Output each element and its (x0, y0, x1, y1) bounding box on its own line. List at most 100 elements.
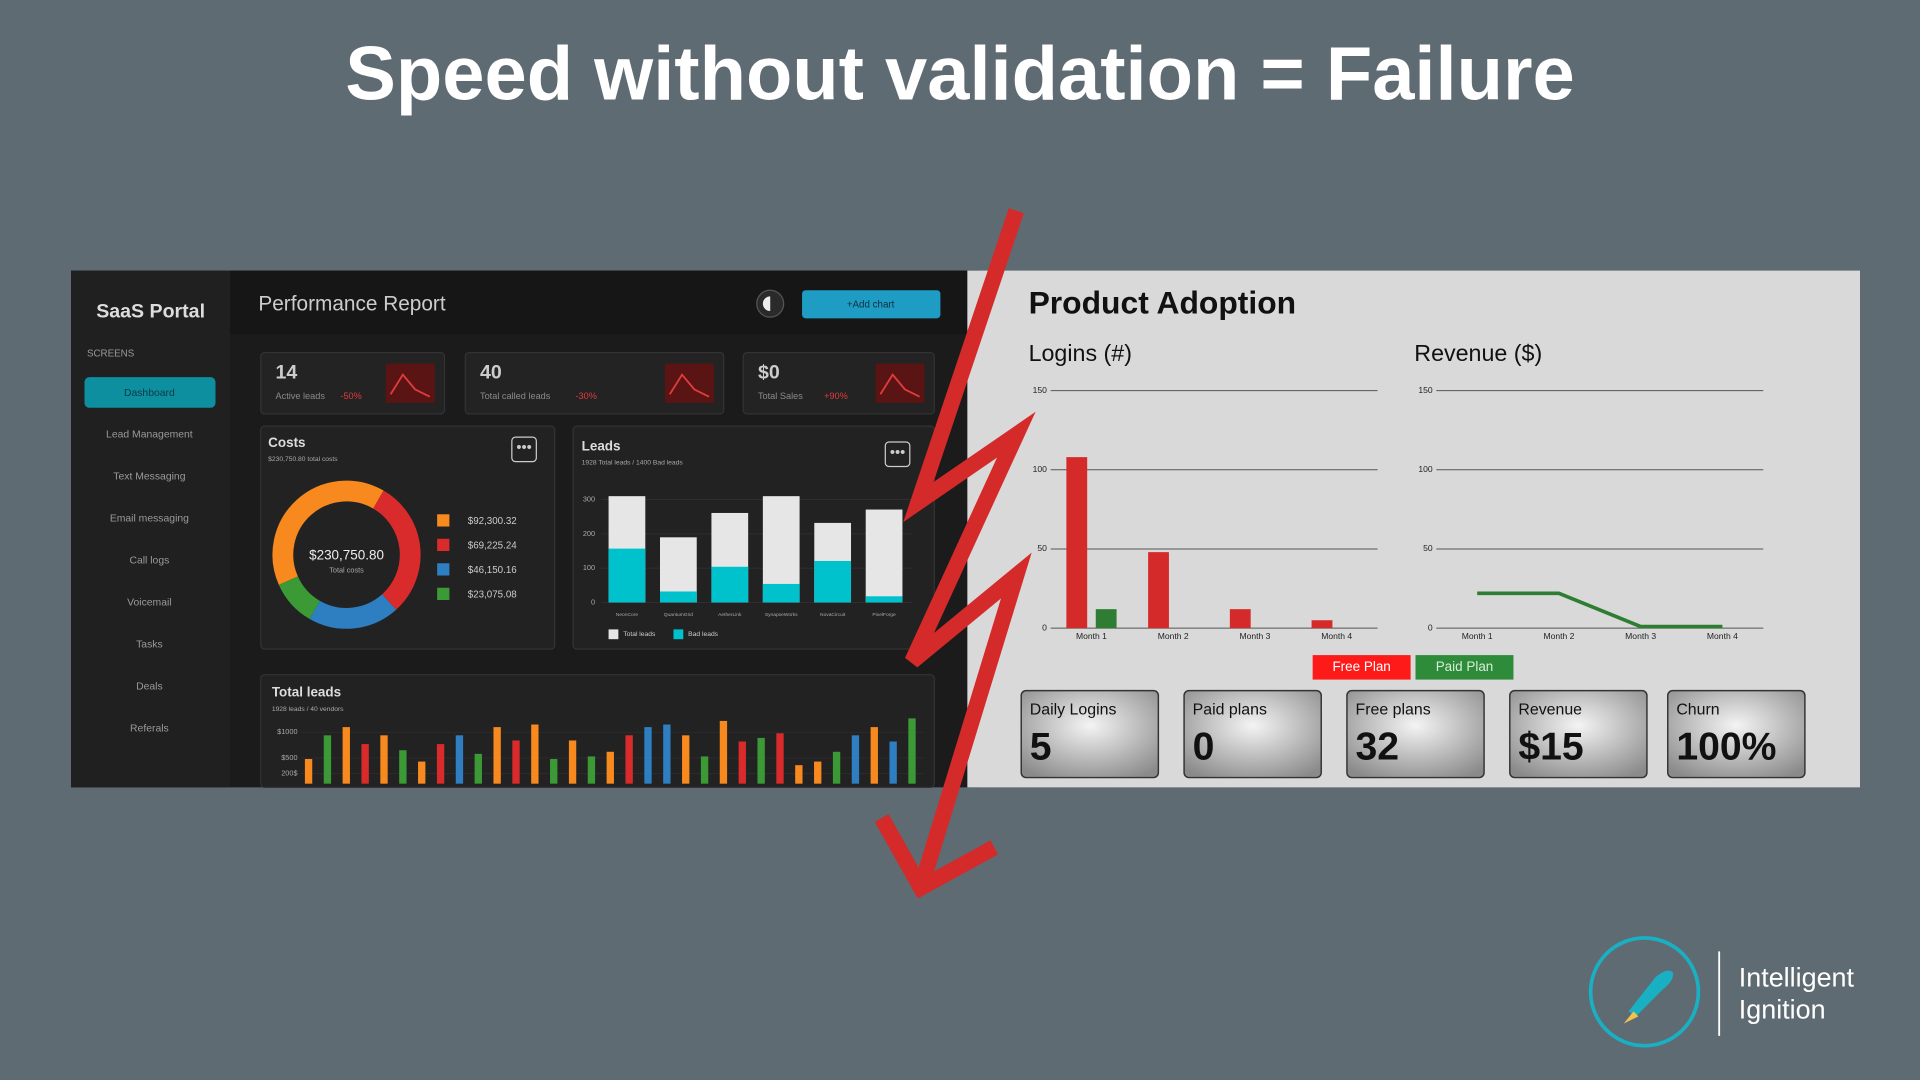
bar (418, 761, 426, 784)
y-tick-label: 50 (1423, 543, 1433, 553)
total-leads-panel (260, 674, 935, 788)
bar (776, 733, 784, 784)
nav-item[interactable]: Lead Management (106, 429, 193, 440)
bar (738, 741, 746, 784)
metric-label: Paid plans (1193, 701, 1267, 718)
donut-segment (309, 594, 397, 629)
menu-dots: ••• (516, 440, 531, 456)
y-tick-label: 300 (583, 495, 595, 504)
y-tick-label: $1000 (277, 727, 297, 736)
bar (474, 753, 482, 784)
y-tick-label: 200 (583, 529, 595, 538)
x-tick-label: SynapseWorks (765, 612, 798, 618)
panel-title: Total leads (272, 685, 341, 700)
bar (512, 740, 520, 784)
metric-value: $15 (1518, 726, 1583, 769)
kpi-value: $0 (758, 362, 780, 384)
y-tick-label: 0 (591, 597, 595, 606)
y-tick-label: 150 (1033, 385, 1048, 395)
x-tick-label: AetherLink (718, 612, 742, 618)
y-tick-label: $500 (281, 753, 297, 762)
bar (550, 758, 558, 784)
bar (865, 596, 903, 603)
menu-dots: ••• (890, 445, 905, 461)
bar (1095, 609, 1117, 629)
bar (455, 735, 464, 784)
sparkline (389, 373, 431, 398)
legend-label: Paid Plan (1436, 659, 1494, 674)
add-chart-button[interactable] (802, 290, 941, 319)
menu-button[interactable] (511, 436, 537, 463)
bar (1148, 552, 1169, 629)
bar (814, 560, 852, 603)
panel-title: Product Adoption (1029, 284, 1297, 320)
kpi-card (464, 352, 725, 415)
nav-item[interactable]: Text Messaging (113, 471, 185, 482)
kpi-value: 40 (480, 362, 502, 384)
nav-item[interactable]: Dashboard (124, 388, 175, 399)
legend-label: Total leads (623, 631, 656, 638)
section-label: SCREENS (87, 348, 135, 359)
legend-value: $69,225.24 (468, 541, 518, 552)
kpi-change: -30% (576, 391, 597, 401)
y-tick-label: 100 (1033, 464, 1048, 474)
bar (380, 735, 388, 784)
bar (323, 735, 332, 784)
logo-ring (1588, 936, 1701, 1048)
bar (660, 591, 697, 603)
legend-swatch (1312, 655, 1411, 680)
bar (587, 756, 596, 784)
lightning-arrow (874, 208, 1036, 899)
chart-title: Logins (#) (1029, 340, 1132, 366)
nav-item[interactable]: Call logs (129, 555, 169, 566)
x-tick-label: Month 2 (1158, 631, 1189, 641)
bar (832, 751, 841, 784)
bar (908, 718, 916, 784)
nav-item[interactable]: Email messaging (110, 513, 189, 524)
logo-flame (1623, 1011, 1639, 1024)
metric-label: Daily Logins (1030, 701, 1117, 718)
bar (865, 509, 903, 603)
arrow-head (874, 814, 999, 899)
kpi-label: Active leads (276, 391, 326, 401)
nav-item[interactable]: Voicemail (127, 597, 171, 608)
nav-item[interactable]: Deals (136, 681, 163, 692)
bar (870, 727, 878, 784)
content: Speed without validation = Failure SaaS P… (71, 32, 1860, 788)
page-title: Performance Report (258, 292, 445, 315)
menu-button[interactable] (884, 441, 911, 468)
bar (663, 724, 671, 784)
legend-swatch (673, 629, 684, 640)
bar (762, 583, 800, 603)
x-tick-label: Month 4 (1321, 631, 1352, 641)
panel-subtitle: $230,750.80 total costs (268, 456, 338, 463)
panel-subtitle: 1928 leads / 40 vendors (272, 706, 344, 713)
bar (399, 750, 407, 784)
y-tick-label: 200$ (281, 768, 297, 777)
nav-item[interactable]: Tasks (136, 639, 163, 650)
nav-item[interactable]: Referals (130, 723, 169, 734)
bar (531, 724, 539, 784)
nav-active (84, 377, 216, 408)
y-tick-label: 0 (1428, 622, 1433, 632)
metric-value: 100% (1676, 726, 1776, 769)
legend-swatch (608, 629, 619, 640)
panel-title: Costs (268, 435, 305, 450)
bar (795, 765, 803, 784)
y-tick-label: 0 (1042, 622, 1047, 632)
metric-value: 0 (1193, 726, 1215, 769)
line (1477, 591, 1723, 629)
sparkline (669, 373, 710, 398)
metric-card (1346, 689, 1485, 779)
x-tick-label: Month 3 (1239, 631, 1270, 641)
bar (568, 740, 577, 784)
add-chart-label[interactable]: +Add chart (847, 299, 895, 310)
y-tick-label: 50 (1037, 543, 1047, 553)
donut-segment (372, 490, 421, 610)
legend-swatch (437, 514, 450, 527)
panel-title: Leads (582, 439, 621, 454)
bar (1229, 609, 1251, 629)
legend-swatch (1415, 655, 1514, 680)
